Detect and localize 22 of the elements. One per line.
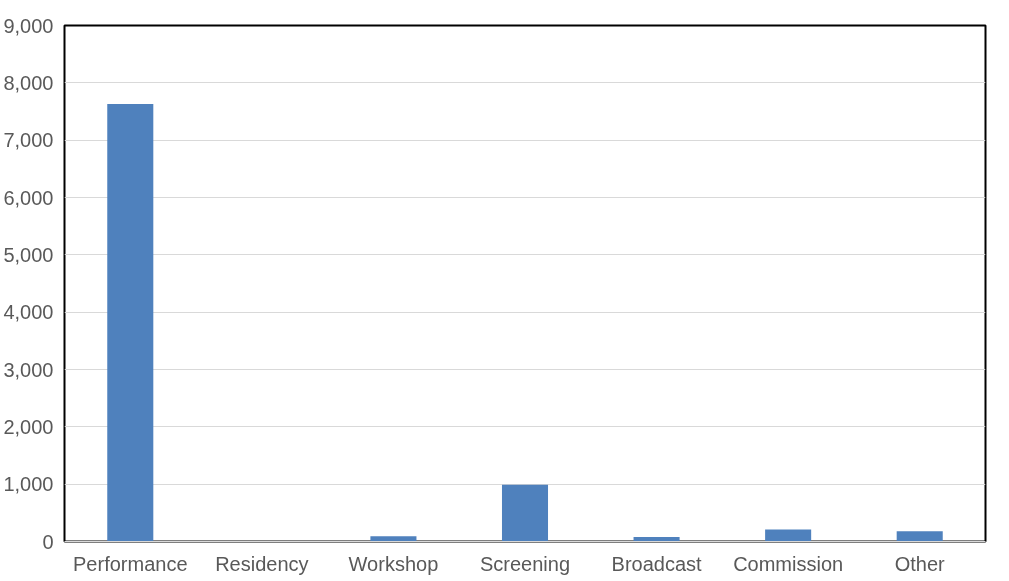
bar xyxy=(370,536,417,542)
y-tick-label: 3,000 xyxy=(3,358,54,381)
y-tick-label: 1,000 xyxy=(3,473,54,496)
bar xyxy=(501,484,549,542)
y-tick-label: 8,000 xyxy=(3,71,54,94)
x-tick-label: Broadcast xyxy=(611,552,703,575)
y-tick-label: 7,000 xyxy=(3,129,54,152)
y-tick-label: 4,000 xyxy=(3,301,54,324)
bar xyxy=(896,531,943,542)
y-tick-label: 0 xyxy=(42,530,54,553)
x-tick-label: Commission xyxy=(733,552,844,575)
bar xyxy=(107,104,154,542)
x-tick-label: Other xyxy=(894,552,946,575)
x-tick-label: Residency xyxy=(215,552,309,575)
x-tick-label: Screening xyxy=(479,552,571,575)
x-tick-label: Performance xyxy=(73,552,188,575)
y-tick-label: 2,000 xyxy=(3,415,54,438)
y-tick-label: 9,000 xyxy=(3,14,54,37)
y-tick-label: 6,000 xyxy=(3,186,54,209)
bar xyxy=(765,529,812,542)
y-tick-label: 5,000 xyxy=(3,243,54,266)
x-tick-label: Workshop xyxy=(348,552,439,575)
